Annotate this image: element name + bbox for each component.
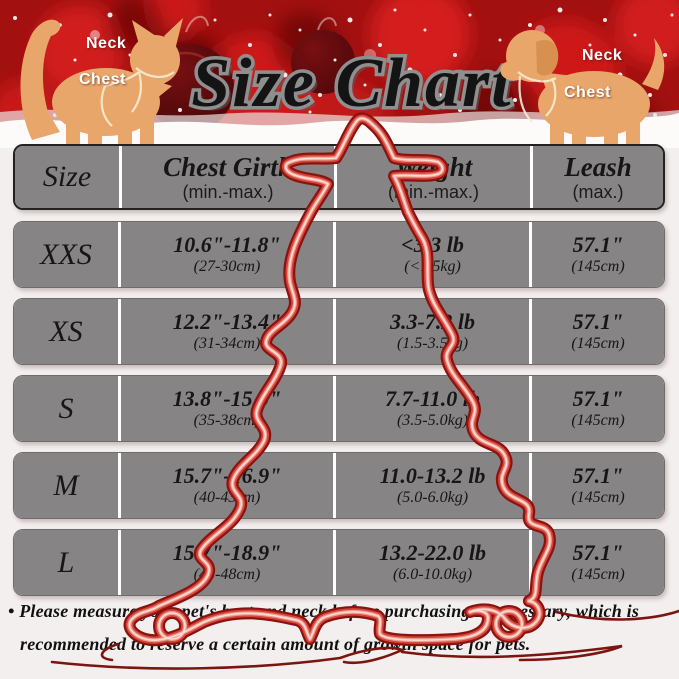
weight-cell: <3.3 lb (<1.5kg) xyxy=(336,222,529,287)
note-line-1: • Please measure your pet's bust and nec… xyxy=(8,601,640,621)
weight-range-kg: (1.5-3.5kg) xyxy=(396,334,469,352)
chest-cell: 15.7"-18.9" (45-48cm) xyxy=(121,530,333,595)
chest-range: 15.7"-18.9" xyxy=(172,540,282,566)
header-leash-label: Leash xyxy=(564,151,632,182)
size-value: XXS xyxy=(40,237,92,271)
leash-length: 57.1" xyxy=(572,309,624,335)
header-size-label: Size xyxy=(42,160,92,194)
weight-cell: 13.2-22.0 lb (6.0-10.0kg) xyxy=(336,530,529,595)
weight-range-kg: (3.5-5.0kg) xyxy=(396,411,469,429)
weight-range: 3.3-7.2 lb xyxy=(390,309,475,335)
chest-range: 15.7"-16.9" xyxy=(172,463,282,489)
size-cell: L xyxy=(14,530,118,595)
note-line-2: recommended to reserve a certain amount … xyxy=(20,634,531,654)
table-row-s: S 13.8"-15.0" (35-38cm) 7.7-11.0 lb (3.5… xyxy=(13,375,665,442)
chest-range-cm: (27-30cm) xyxy=(193,257,261,275)
header-leash: Leash (max.) xyxy=(533,146,663,208)
size-table: Size Chest Girth (min.-max.) Weight (min… xyxy=(13,144,665,606)
header-chest-label: Chest Girth xyxy=(163,151,293,182)
leash-length-cm: (145cm) xyxy=(571,488,625,506)
measure-note: • Please measure your pet's bust and nec… xyxy=(8,601,674,667)
header-weight-label: Weight xyxy=(394,151,473,182)
chest-cell: 12.2"-13.4" (31-34cm) xyxy=(121,299,333,364)
chest-range-cm: (45-48cm) xyxy=(193,565,261,583)
weight-range-kg: (5.0-6.0kg) xyxy=(396,488,469,506)
chest-range: 10.6"-11.8" xyxy=(173,232,281,258)
chest-cell: 10.6"-11.8" (27-30cm) xyxy=(121,222,333,287)
header-weight: Weight (min.-max.) xyxy=(337,146,530,208)
size-value: M xyxy=(53,468,79,502)
leash-length-cm: (145cm) xyxy=(571,334,625,352)
weight-range-kg: (6.0-10.0kg) xyxy=(392,565,473,583)
leash-length: 57.1" xyxy=(572,540,624,566)
weight-range-kg: (<1.5kg) xyxy=(404,257,461,275)
size-value: XS xyxy=(49,314,83,348)
dog-chest-label: Chest xyxy=(564,84,611,101)
leash-cell: 57.1" (145cm) xyxy=(532,222,664,287)
table-row-m: M 15.7"-16.9" (40-43cm) 11.0-13.2 lb (5.… xyxy=(13,452,665,519)
weight-range: 7.7-11.0 lb xyxy=(385,386,480,412)
table-row-xxs: XXS 10.6"-11.8" (27-30cm) <3.3 lb (<1.5k… xyxy=(13,221,665,288)
header-chest-girth: Chest Girth (min.-max.) xyxy=(122,146,334,208)
chest-range-cm: (40-43cm) xyxy=(193,488,261,506)
header-chest-sub: (min.-max.) xyxy=(182,182,274,203)
leash-length: 57.1" xyxy=(572,232,624,258)
size-value: S xyxy=(58,391,74,425)
cat-chest-label: Chest xyxy=(79,71,126,88)
table-row-l: L 15.7"-18.9" (45-48cm) 13.2-22.0 lb (6.… xyxy=(13,529,665,596)
chest-range: 12.2"-13.4" xyxy=(172,309,282,335)
leash-cell: 57.1" (145cm) xyxy=(532,530,664,595)
cat-neck-label: Neck xyxy=(86,35,127,52)
leash-cell: 57.1" (145cm) xyxy=(532,453,664,518)
weight-range: 11.0-13.2 lb xyxy=(379,463,486,489)
leash-length: 57.1" xyxy=(572,463,624,489)
leash-length-cm: (145cm) xyxy=(571,411,625,429)
weight-range: 13.2-22.0 lb xyxy=(379,540,486,566)
weight-range: <3.3 lb xyxy=(401,232,464,258)
header-leash-sub: (max.) xyxy=(572,182,624,203)
chest-cell: 15.7"-16.9" (40-43cm) xyxy=(121,453,333,518)
header-size: Size xyxy=(15,146,119,208)
size-value: L xyxy=(57,545,75,579)
weight-cell: 11.0-13.2 lb (5.0-6.0kg) xyxy=(336,453,529,518)
leash-cell: 57.1" (145cm) xyxy=(532,376,664,441)
chest-range: 13.8"-15.0" xyxy=(172,386,282,412)
chest-range-cm: (31-34cm) xyxy=(193,334,261,352)
table-header-row: Size Chest Girth (min.-max.) Weight (min… xyxy=(13,144,665,210)
table-row-xs: XS 12.2"-13.4" (31-34cm) 3.3-7.2 lb (1.5… xyxy=(13,298,665,365)
dog-neck-label: Neck xyxy=(582,47,623,64)
size-cell: M xyxy=(14,453,118,518)
leash-length: 57.1" xyxy=(572,386,624,412)
weight-cell: 3.3-7.2 lb (1.5-3.5kg) xyxy=(336,299,529,364)
leash-cell: 57.1" (145cm) xyxy=(532,299,664,364)
size-cell: XS xyxy=(14,299,118,364)
size-cell: S xyxy=(14,376,118,441)
leash-length-cm: (145cm) xyxy=(571,565,625,583)
chest-cell: 13.8"-15.0" (35-38cm) xyxy=(121,376,333,441)
size-cell: XXS xyxy=(14,222,118,287)
header-weight-sub: (min.-max.) xyxy=(388,182,479,203)
chest-range-cm: (35-38cm) xyxy=(193,411,261,429)
leash-length-cm: (145cm) xyxy=(571,257,625,275)
weight-cell: 7.7-11.0 lb (3.5-5.0kg) xyxy=(336,376,529,441)
